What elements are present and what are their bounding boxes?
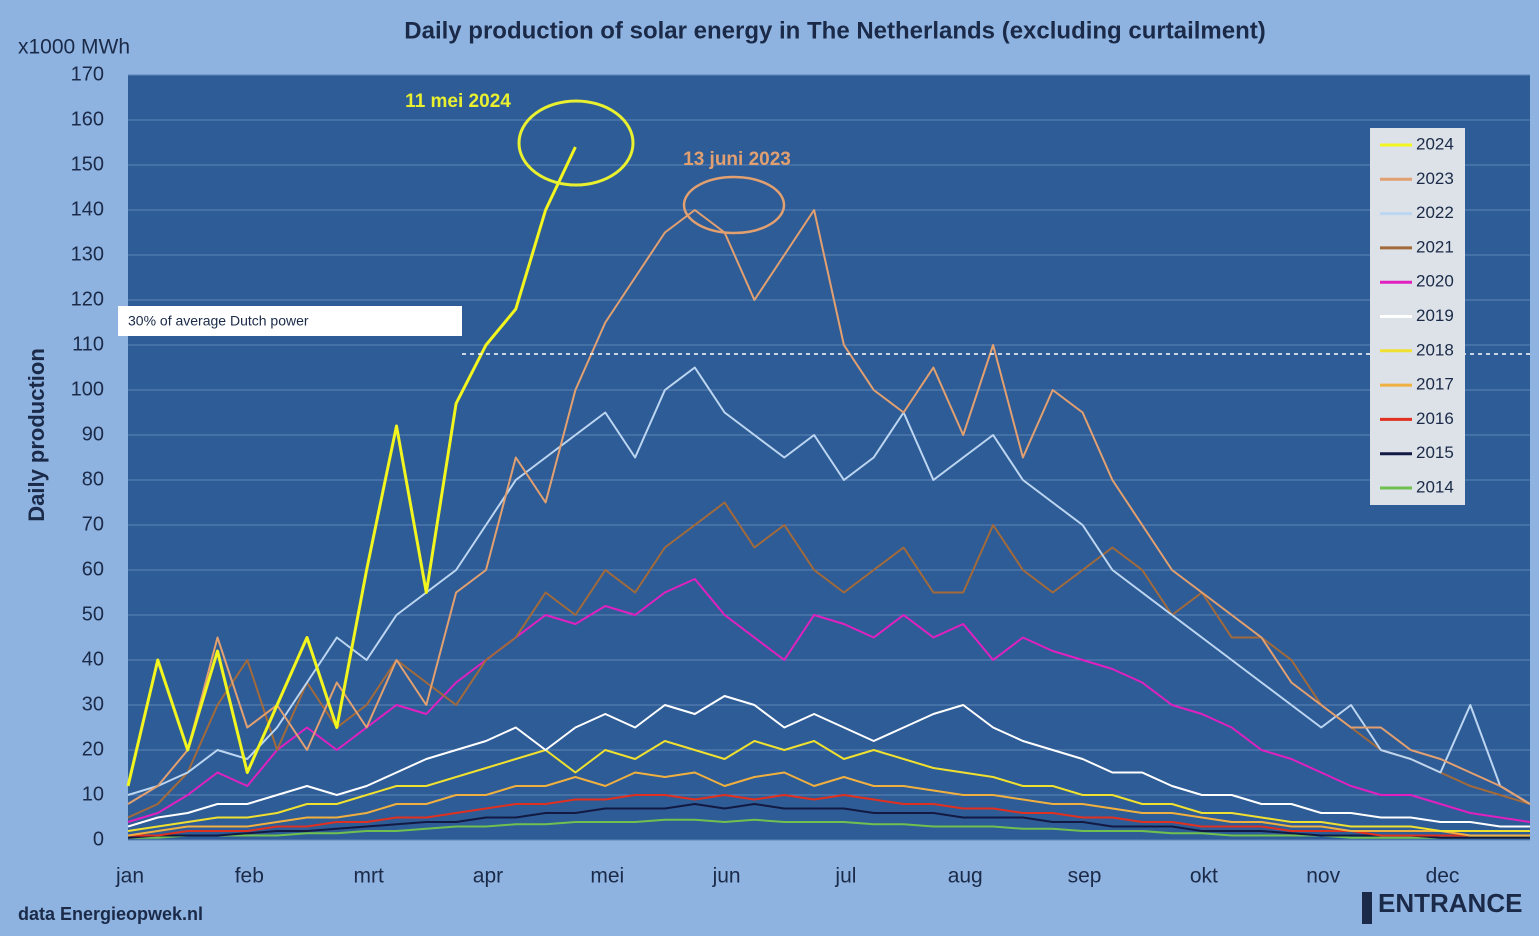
legend-label: 2022 xyxy=(1416,203,1454,222)
y-tick-label: 160 xyxy=(71,108,104,130)
legend-label: 2017 xyxy=(1416,375,1454,394)
legend-label: 2021 xyxy=(1416,237,1454,256)
series-line xyxy=(127,578,1531,823)
highlight-circle xyxy=(517,99,635,187)
series-lines xyxy=(126,146,1531,839)
x-tick-label: mrt xyxy=(353,865,383,888)
series-line xyxy=(127,366,1531,805)
x-tick-label: apr xyxy=(473,865,503,888)
y-tick-label: 40 xyxy=(82,648,104,670)
x-tick-label: okt xyxy=(1190,865,1218,888)
y-unit: x1000 MWh xyxy=(18,36,130,59)
x-tick-label: jan xyxy=(115,865,144,888)
series-line xyxy=(128,818,1530,839)
legend-label: 2018 xyxy=(1416,340,1454,359)
legend-label: 2020 xyxy=(1416,272,1454,291)
reference-label: 30% of average Dutch power xyxy=(128,313,309,329)
x-tick-label: nov xyxy=(1306,865,1340,888)
x-tick-label: mei xyxy=(590,865,624,888)
logo: ENTRANCE xyxy=(1378,888,1522,918)
legend-entries: 2024 2023 2022 2021 2020 2019 2018 2017 2016 2015… xyxy=(1380,134,1454,496)
y-tick-label: 0 xyxy=(93,828,104,850)
legend-label: 2016 xyxy=(1416,409,1454,428)
series-line xyxy=(127,740,1530,832)
annotation: 13 juni 2023 xyxy=(683,149,791,170)
y-tick-label: 110 xyxy=(72,333,104,355)
series-line xyxy=(127,803,1530,839)
x-tick-label: aug xyxy=(948,865,983,888)
grid xyxy=(128,74,1530,841)
legend-label: 2015 xyxy=(1416,443,1454,462)
y-tick-label: 70 xyxy=(82,513,104,535)
legend-label: 2014 xyxy=(1416,477,1454,496)
highlight-circle xyxy=(682,175,786,235)
series-line xyxy=(126,146,577,787)
source: data Energieopwek.nl xyxy=(18,904,203,924)
y-tick-label: 90 xyxy=(82,423,104,445)
y-tick-label: 120 xyxy=(71,288,104,310)
legend-label: 2019 xyxy=(1416,306,1454,325)
reference-box xyxy=(118,306,462,336)
y-axis-title: Daily production xyxy=(24,348,49,522)
logo-mark xyxy=(1362,892,1372,924)
y-tick-label: 100 xyxy=(71,378,104,400)
series-line xyxy=(127,501,1531,819)
y-tick-label: 80 xyxy=(82,468,104,490)
legend-label: 2023 xyxy=(1416,169,1454,188)
series-line xyxy=(127,695,1530,828)
y-tick-label: 20 xyxy=(82,738,104,760)
series-line xyxy=(127,209,1531,805)
y-tick-label: 30 xyxy=(82,693,104,715)
x-tick-label: jul xyxy=(834,865,856,888)
reference: 30% of average Dutch power xyxy=(118,306,1530,355)
x-tick-label: feb xyxy=(235,865,264,888)
x-tick-label: jun xyxy=(712,865,741,888)
y-tick-label: 50 xyxy=(82,603,104,625)
y-tick-label: 140 xyxy=(71,198,104,220)
series-line xyxy=(127,771,1530,837)
chart-title: Daily production of solar energy in The … xyxy=(404,17,1265,44)
y-tick-label: 170 xyxy=(71,63,104,85)
x-tick-label: sep xyxy=(1068,865,1102,888)
x-tick-label: dec xyxy=(1426,865,1460,888)
series-line xyxy=(128,794,1530,837)
y-tick-label: 10 xyxy=(82,783,104,805)
y-tick-label: 150 xyxy=(71,153,104,175)
legend-label: 2024 xyxy=(1416,134,1454,153)
y-tick-label: 60 xyxy=(82,558,104,580)
y-tick-label: 130 xyxy=(71,243,104,265)
annotation: 11 mei 2024 xyxy=(405,91,511,112)
